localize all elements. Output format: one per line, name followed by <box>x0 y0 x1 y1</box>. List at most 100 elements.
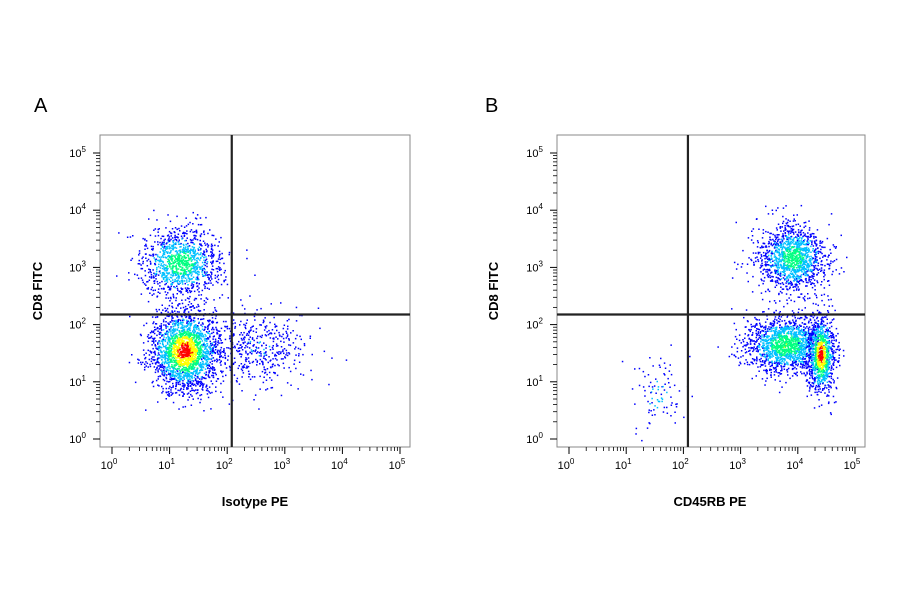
event-dot <box>250 349 253 351</box>
event-dot <box>185 261 188 263</box>
event-dot <box>263 376 265 378</box>
event-dot <box>209 351 211 353</box>
event-dot <box>795 223 797 226</box>
event-dot <box>218 337 220 339</box>
event-dot <box>161 276 163 278</box>
event-dot <box>174 246 176 249</box>
event-dot <box>193 263 195 265</box>
event-dot <box>827 295 829 297</box>
event-dot <box>241 376 243 378</box>
event-dot <box>189 324 191 326</box>
event-dot <box>806 285 808 287</box>
event-dot <box>771 265 773 267</box>
event-dot <box>257 335 259 338</box>
event-dot <box>167 370 169 372</box>
event-dot <box>158 308 160 311</box>
event-dot <box>204 287 206 290</box>
event-dot <box>204 333 206 336</box>
event-dot <box>236 343 238 346</box>
event-dot <box>170 353 172 355</box>
event-dot <box>828 223 830 226</box>
event-dot <box>162 235 165 238</box>
event-dot <box>153 342 155 344</box>
event-dot <box>153 351 155 354</box>
event-dot <box>171 305 173 308</box>
event-dot <box>195 358 197 360</box>
event-dot <box>173 350 175 352</box>
event-dot <box>802 273 805 276</box>
event-dot <box>185 337 187 340</box>
event-dot <box>142 281 144 284</box>
event-dot <box>141 257 143 260</box>
event-dot <box>171 343 173 345</box>
event-dot <box>796 233 798 236</box>
event-dot <box>179 262 181 264</box>
event-dot <box>192 352 194 355</box>
event-dot <box>173 259 176 262</box>
event-dot <box>181 385 184 387</box>
event-dot <box>188 376 190 378</box>
event-dot <box>786 269 788 271</box>
event-dot <box>806 262 809 265</box>
event-dot <box>182 333 185 336</box>
event-dot <box>245 350 247 353</box>
event-dot <box>173 329 175 331</box>
event-dot <box>179 351 181 353</box>
event-dot <box>199 353 202 355</box>
event-dot <box>211 357 213 360</box>
event-dot <box>830 213 833 215</box>
event-dot <box>206 271 208 273</box>
event-dot <box>214 368 216 371</box>
event-dot <box>206 359 208 361</box>
event-dot <box>161 365 163 367</box>
event-dot <box>828 284 831 286</box>
event-dot <box>147 366 149 368</box>
event-dot <box>242 342 245 345</box>
event-dot <box>186 357 189 360</box>
event-dot <box>792 250 795 252</box>
event-dot <box>191 286 194 289</box>
event-dot <box>811 232 814 235</box>
event-dot <box>791 229 794 232</box>
event-dot <box>797 235 799 237</box>
event-dot <box>814 249 816 252</box>
event-dot <box>160 331 162 334</box>
event-dot <box>181 264 184 266</box>
event-dot <box>184 369 187 371</box>
event-dot <box>153 209 155 212</box>
event-dot <box>256 360 259 362</box>
event-dot <box>785 218 787 220</box>
event-dot <box>255 346 257 348</box>
event-dot <box>160 333 162 335</box>
event-dot <box>181 322 183 324</box>
event-dot <box>819 257 821 260</box>
event-dot <box>183 256 186 259</box>
event-dot <box>775 264 777 266</box>
x-tick-label: 105 <box>389 457 406 472</box>
event-dot <box>246 319 248 321</box>
event-dot <box>275 345 278 347</box>
event-dot <box>170 355 173 357</box>
event-dot <box>309 337 311 339</box>
event-dot <box>227 359 229 361</box>
event-dot <box>152 358 154 361</box>
event-dot <box>227 355 230 357</box>
event-dot <box>174 349 176 352</box>
event-dot <box>750 239 753 241</box>
event-dot <box>180 291 183 293</box>
event-dot <box>797 260 800 262</box>
event-dot <box>811 286 814 289</box>
event-dot <box>196 372 198 374</box>
event-dot <box>178 408 180 410</box>
event-dot <box>158 256 161 258</box>
event-dot <box>152 337 154 340</box>
event-dot <box>799 249 802 251</box>
event-dot <box>768 268 771 271</box>
event-dot <box>152 339 155 341</box>
event-dot <box>186 371 188 374</box>
event-dot <box>190 254 193 257</box>
event-dot <box>820 260 823 263</box>
event-dot <box>150 245 153 248</box>
event-dot <box>179 246 181 248</box>
event-dot <box>822 256 824 258</box>
